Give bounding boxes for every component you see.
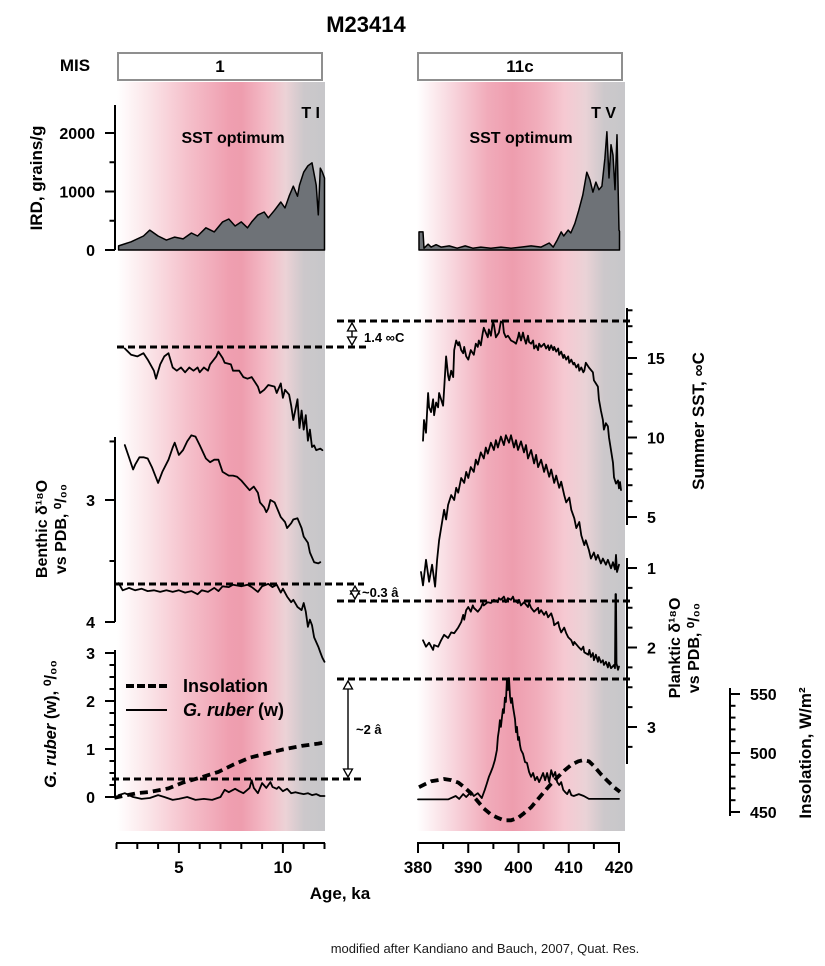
planktic-y-axis: 1 2 3 <box>626 558 656 764</box>
benthic-y-axis: 34 <box>86 437 116 632</box>
tick-label: 390 <box>454 858 482 877</box>
mis-box-11c: 11c <box>417 52 623 81</box>
gruber-line-sample <box>126 709 167 711</box>
tick-label: 5 <box>647 510 656 527</box>
tick-label: 1 <box>86 742 95 759</box>
sst-difference-label: 1.4 ∞C <box>364 330 405 345</box>
tick-label: 450 <box>750 805 777 822</box>
age-axis-mis1: 5 10 <box>115 842 326 877</box>
legend-gruber-species: G. ruber <box>183 699 254 720</box>
tick-label: 2 <box>647 641 656 658</box>
planktic-axis-title-line1: Planktic δ¹⁸O <box>667 597 684 699</box>
benthic-axis-title-line1: Benthic δ¹⁸O <box>34 479 51 579</box>
insolation-mis11c <box>418 758 622 823</box>
gruber-axis-title-species: G. ruber <box>42 723 60 788</box>
ird-mis1 <box>117 162 326 251</box>
tick-label: 5 <box>174 858 183 877</box>
gruber-y-axis: 3 2 1 0 <box>86 646 116 807</box>
legend-item-gruber: G. ruber (w) <box>126 698 284 722</box>
figure-title: M23414 <box>326 12 406 37</box>
ird-axis-title: IRD, grains/g <box>27 125 46 231</box>
tick-label: 380 <box>404 858 432 877</box>
tick-label: 2 <box>86 694 95 711</box>
benthic-d18o-mis1 <box>123 434 322 565</box>
ird-mis11c <box>418 131 621 251</box>
tick-label: 3 <box>86 493 95 510</box>
benthic-axis-title-line2: vs PDB, ⁰/₀₀ <box>53 483 70 575</box>
tick-label: 2000 <box>59 126 95 143</box>
age-axis-mis11c: 380 390 400 410 420 <box>404 842 633 877</box>
benthic-d18o-mis11c <box>420 434 620 588</box>
mis-label: MIS <box>59 56 91 75</box>
tick-label: 15 <box>647 351 665 368</box>
tick-label: 1000 <box>59 185 95 202</box>
tick-label: 4 <box>86 615 95 632</box>
summer-sst-mis1 <box>123 347 324 452</box>
legend-gruber-suffix: (w) <box>253 699 285 720</box>
tick-label: 0 <box>86 790 95 807</box>
insolation-line-sample <box>126 684 167 688</box>
legend: Insolation G. ruber (w) <box>126 674 284 722</box>
gruber-axis-title-units: (w), ⁰/₀₀ <box>42 660 60 724</box>
benthic-axis-title: Benthic δ¹⁸O vs PDB, ⁰/₀₀ <box>33 480 71 578</box>
legend-item-insolation: Insolation <box>126 674 284 698</box>
insolation-axis-title: Insolation, W/m² <box>796 687 815 819</box>
gruber-difference-label: ~2 â <box>356 722 382 737</box>
planktic-axis-title-line2: vs PDB, ⁰/₀₀ <box>686 602 703 694</box>
insolation-y-axis: 550 500 450 <box>729 687 777 822</box>
arrow-planktic-difference <box>349 584 361 601</box>
summer-sst-axis-title: Summer SST, ∞C <box>689 352 708 490</box>
sst-optimum-label-mis1: SST optimum <box>181 130 285 147</box>
tick-label: 550 <box>750 687 777 704</box>
tick-label: 400 <box>504 858 532 877</box>
x-axis-title: Age, ka <box>309 884 371 903</box>
gruber-axis-title: G. ruber (w), ⁰/₀₀ <box>41 660 61 788</box>
planktic-d18o-mis1 <box>117 582 326 663</box>
gruber-d18o-mis11c <box>417 677 620 801</box>
ird-y-axis: 2000 1000 0 <box>59 105 116 260</box>
sst-optimum-label-mis11c: SST optimum <box>469 130 573 147</box>
gruber-d18o-mis1 <box>117 779 326 801</box>
termination-1-label: T I <box>301 105 320 122</box>
planktic-difference-label: ~0.3 â <box>362 585 399 600</box>
tick-label: 410 <box>555 858 583 877</box>
planktic-axis-title: Planktic δ¹⁸O vs PDB, ⁰/₀₀ <box>666 598 704 699</box>
planktic-d18o-mis11c <box>422 593 620 671</box>
tick-label: 420 <box>605 858 633 877</box>
mis-box-1: 1 <box>117 52 323 81</box>
tick-label: 3 <box>86 646 95 663</box>
termination-5-label: T V <box>591 105 616 122</box>
tick-label: 10 <box>273 858 292 877</box>
tick-label: 10 <box>647 431 665 448</box>
legend-insolation-label: Insolation <box>183 675 268 696</box>
legend-gruber-label: G. ruber (w) <box>183 700 284 721</box>
arrow-gruber-difference <box>342 679 354 779</box>
arrow-sst-difference <box>346 321 358 347</box>
tick-label: 0 <box>86 243 95 260</box>
summer-sst-y-axis: 15 10 5 <box>626 308 665 527</box>
tick-label: 500 <box>750 746 777 763</box>
tick-label: 3 <box>647 720 656 737</box>
source-caption: modified after Kandiano and Bauch, 2007,… <box>330 941 640 956</box>
summer-sst-mis11c <box>422 320 622 491</box>
insolation-mis1 <box>114 740 325 800</box>
tick-label: 1 <box>647 561 656 578</box>
